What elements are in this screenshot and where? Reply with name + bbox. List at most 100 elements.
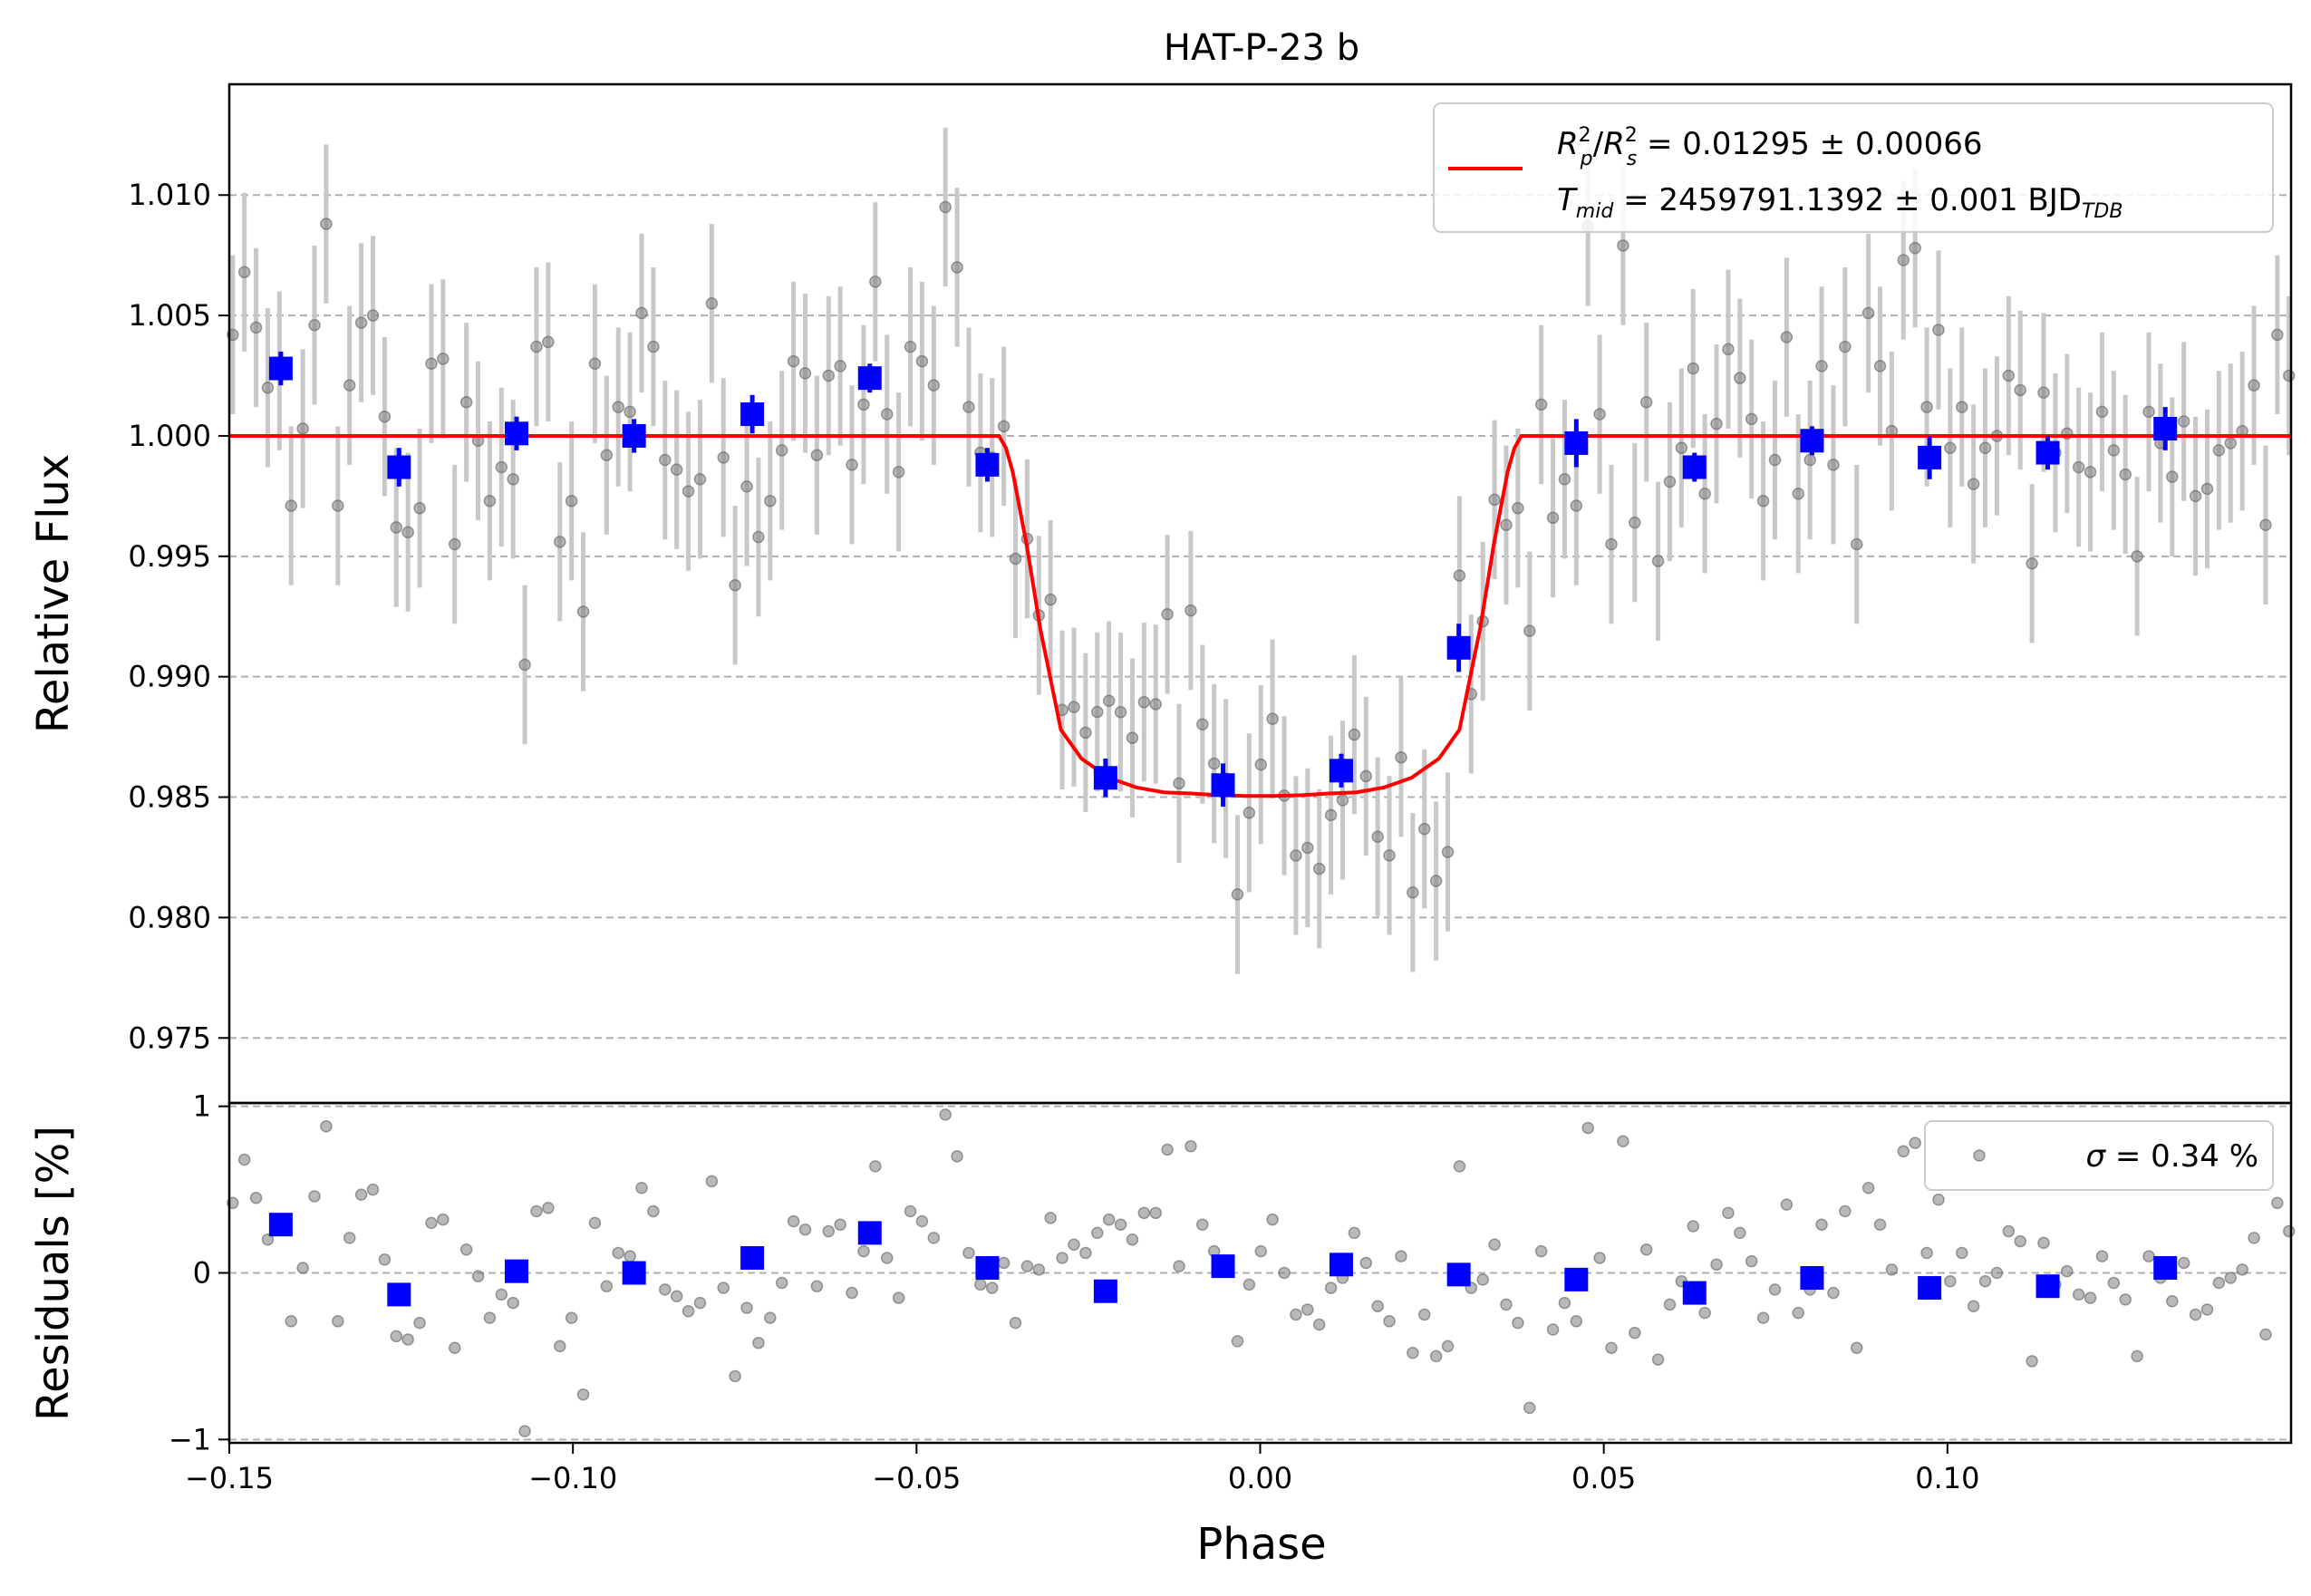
flux-raw-point (1768, 453, 1782, 467)
residual-raw-point (1978, 1274, 1992, 1288)
flux-raw-point (962, 401, 975, 413)
residual-raw-point (1266, 1213, 1279, 1226)
residual-raw-point (1429, 1349, 1443, 1363)
flux-raw-point (2212, 444, 2226, 457)
residual-raw-point (1290, 1308, 1302, 1321)
residual-raw-point (1639, 1243, 1653, 1256)
flux-raw-point (834, 360, 846, 372)
flux-y-axis-label: Relative Flux (28, 454, 79, 734)
residual-raw-point (1768, 1283, 1782, 1296)
residual-raw-point (764, 1311, 777, 1324)
residual-raw-point (249, 1192, 263, 1204)
residual-raw-point (798, 1223, 812, 1236)
flux-raw-point (378, 410, 392, 423)
residual-raw-point (2037, 1236, 2050, 1250)
residual-raw-point (448, 1341, 461, 1354)
residual-raw-point (1196, 1218, 1209, 1231)
flux-raw-point (1605, 537, 1618, 551)
residual-raw-point (459, 1243, 473, 1256)
flux-raw-point (2189, 489, 2202, 503)
residual-binned-point (1682, 1281, 1707, 1305)
flux-raw-point (1745, 412, 1758, 426)
residual-raw-point (659, 1283, 672, 1296)
residual-raw-point (2107, 1276, 2121, 1290)
flux-raw-point (308, 318, 321, 332)
flux-binned-point (1093, 766, 1117, 790)
residual-raw-point (518, 1425, 531, 1437)
residual-raw-point (2177, 1256, 2190, 1270)
residual-raw-point (997, 1256, 1010, 1270)
residual-raw-point (1359, 1256, 1373, 1270)
flux-raw-point (1429, 875, 1443, 887)
residual-raw-point (2131, 1349, 2143, 1363)
residual-raw-point (1231, 1335, 1244, 1348)
flux-raw-point (997, 420, 1010, 433)
residual-binned-point (2153, 1255, 2178, 1280)
flux-raw-point (2014, 383, 2026, 397)
residual-raw-point (693, 1296, 707, 1310)
residuals-y-tick-label: 1 (193, 1089, 211, 1124)
residual-raw-point (822, 1224, 836, 1238)
flux-y-tick-label: 0.975 (128, 1020, 211, 1055)
flux-legend-box (1433, 102, 2274, 233)
flux-raw-point (1441, 846, 1455, 858)
residual-raw-point (1102, 1213, 1116, 1226)
flux-raw-point (554, 536, 566, 548)
residual-raw-point (612, 1246, 624, 1260)
residual-raw-point (1114, 1218, 1127, 1231)
flux-raw-point (1651, 555, 1665, 567)
residual-raw-point (1909, 1137, 1921, 1149)
flux-raw-point (1196, 718, 1209, 730)
flux-raw-point (2084, 466, 2097, 479)
flux-raw-point (2177, 415, 2190, 428)
x-tick-label: 0.05 (1571, 1461, 1636, 1495)
residual-raw-point (413, 1316, 426, 1330)
flux-raw-point (1663, 475, 1677, 488)
flux-raw-point (939, 200, 952, 214)
flux-raw-point (1243, 807, 1256, 819)
residual-raw-point (1476, 1273, 1489, 1286)
residual-raw-point (624, 1250, 636, 1262)
residual-raw-point (588, 1216, 602, 1230)
residual-raw-point (787, 1214, 800, 1228)
flux-raw-point (705, 297, 719, 310)
residual-raw-point (740, 1301, 753, 1314)
flux-raw-point (448, 537, 461, 551)
residual-raw-point (576, 1388, 590, 1401)
flux-binned-point (268, 356, 293, 381)
flux-raw-point (1944, 441, 1957, 454)
flux-raw-point (1932, 324, 1945, 336)
residual-raw-point (1534, 1244, 1548, 1258)
residual-binned-point (1564, 1267, 1589, 1291)
flux-raw-point (495, 460, 508, 474)
residuals-y-tick-label: 0 (193, 1256, 211, 1291)
residual-raw-point (1324, 1282, 1338, 1294)
residual-raw-point (237, 1153, 251, 1166)
flux-raw-point (1383, 849, 1396, 862)
residual-binned-point (1800, 1266, 1824, 1291)
residual-raw-point (915, 1214, 929, 1228)
chart-title: HAT-P-23 b (1164, 27, 1359, 69)
flux-raw-point (869, 276, 882, 288)
residual-raw-point (437, 1213, 450, 1226)
residual-raw-point (2200, 1303, 2214, 1316)
flux-raw-point (518, 658, 531, 672)
flux-raw-point (1207, 757, 1221, 770)
flux-raw-point (1978, 441, 1992, 454)
flux-y-tick-label: 1.010 (128, 178, 211, 212)
residual-raw-point (554, 1340, 566, 1353)
flux-raw-point (366, 309, 380, 322)
flux-raw-point (1301, 841, 1314, 855)
flux-binned-points (268, 351, 2178, 808)
flux-raw-point (1850, 537, 1863, 551)
residual-raw-point (1453, 1160, 1466, 1173)
flux-raw-point (1815, 360, 1828, 372)
flux-raw-point (1558, 473, 1571, 486)
flux-raw-point (659, 453, 672, 467)
residual-raw-point (2002, 1224, 2016, 1238)
flux-raw-point (717, 451, 730, 464)
residual-raw-point (1897, 1145, 1910, 1158)
flux-raw-point (822, 369, 836, 382)
flux-raw-point (1792, 487, 1805, 500)
flux-raw-point (1722, 343, 1735, 356)
